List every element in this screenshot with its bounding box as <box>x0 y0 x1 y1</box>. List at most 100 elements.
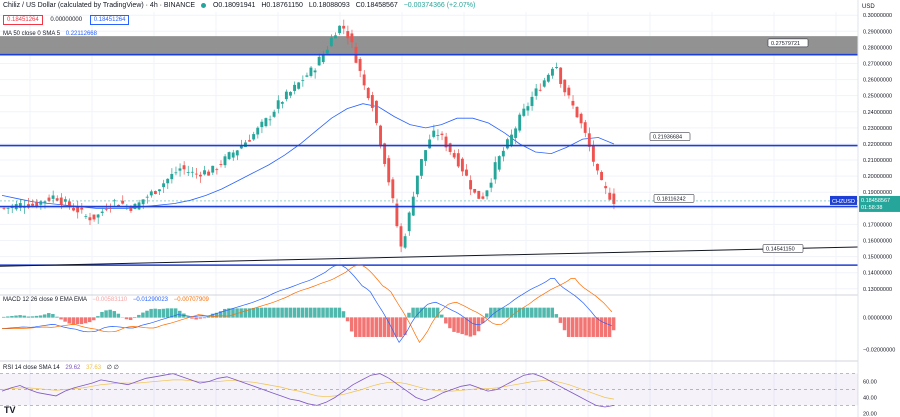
candle-body <box>198 174 202 177</box>
sma-legend[interactable]: MA 50 close 0 SMA 5 0.22112668 <box>3 31 97 37</box>
candle-body <box>170 174 174 180</box>
candle-body <box>272 111 276 117</box>
candle-body <box>203 170 206 175</box>
candle-body <box>117 204 121 207</box>
rsi-tick-label: 60.00 <box>863 380 877 386</box>
sma-legend-value: 0.22112668 <box>65 31 97 37</box>
candle-body <box>293 84 297 91</box>
candle-body <box>407 212 411 232</box>
macd-hist-bar <box>382 317 387 337</box>
macd-hist-bar <box>399 317 403 337</box>
candle-body <box>190 171 194 173</box>
macd-hist-bar <box>231 308 235 318</box>
macd-hist-bar <box>116 313 121 318</box>
candle-body <box>600 171 604 181</box>
macd-hist-bar <box>489 307 493 318</box>
macd-legend[interactable]: MACD 12 26 close 9 EMA EMA −0.00583110 −… <box>3 297 209 303</box>
rsi-line <box>1 373 615 408</box>
candle-body <box>96 214 100 218</box>
candle-body <box>383 143 387 164</box>
candle-body <box>43 201 47 203</box>
last-price-box <box>859 195 900 212</box>
candle-body <box>387 158 391 183</box>
candle-body <box>460 158 464 172</box>
candle-body <box>440 133 444 135</box>
candle-body <box>100 211 104 213</box>
candle-body <box>158 189 161 192</box>
candle-body <box>239 145 243 149</box>
candle-body <box>542 80 546 87</box>
trendline[interactable] <box>0 246 859 267</box>
macd-hist-bar <box>6 316 10 318</box>
candle-body <box>501 150 505 157</box>
candle-body <box>473 189 477 193</box>
macd-hist-bar <box>276 307 280 318</box>
rsi-tick-label: 40.00 <box>863 395 877 401</box>
price-label-text: 0.21936684 <box>653 135 682 141</box>
macd-hist-bar <box>83 317 88 324</box>
candle-body <box>321 53 325 63</box>
rsi-legend[interactable]: RSI 14 close SMA 14 29.62 37.63 ∅ ∅ <box>3 364 119 371</box>
candle-body <box>67 201 71 207</box>
price-tick-label: 0.21000000 <box>863 158 892 164</box>
macd-hist-bar <box>562 317 567 331</box>
candle-body <box>534 88 538 96</box>
macd-hist-bar <box>546 307 550 318</box>
candle-body <box>452 153 456 158</box>
candle-body <box>252 134 256 140</box>
macd-hist-bar <box>100 311 104 318</box>
macd-hist-bar <box>599 317 604 337</box>
trendline-line <box>0 246 859 267</box>
candle-body <box>571 100 575 106</box>
macd-hist-bar <box>583 317 587 337</box>
candle-body <box>309 67 313 76</box>
macd-hist-bar <box>263 307 268 318</box>
candle-body <box>538 89 542 91</box>
macd-hist-bar <box>550 307 554 318</box>
tradingview-logo[interactable]: TV <box>4 405 16 415</box>
sell-button[interactable]: 0.18451264 <box>3 15 43 25</box>
candle-body <box>428 139 432 149</box>
macd-hist-bar <box>501 307 505 318</box>
candle-body <box>244 142 247 147</box>
price-tick-label: 0.20000000 <box>863 174 892 180</box>
macd-hist-bar <box>38 315 43 318</box>
candle-body <box>113 200 116 202</box>
price-tick-label: 0.15000000 <box>863 255 892 261</box>
candle-body <box>227 152 231 160</box>
candle-body <box>194 173 198 175</box>
last-price-text: 0.18458567 <box>861 198 890 204</box>
macd-hist-bar <box>22 315 26 318</box>
macd-hist-bar <box>595 317 600 337</box>
resistance-zone-rect <box>0 36 858 55</box>
candle-body <box>567 87 571 96</box>
candle-body <box>420 159 423 176</box>
candle-body <box>374 100 378 124</box>
macd-hist-bar <box>530 307 534 318</box>
buy-button[interactable]: 0.18451264 <box>89 15 130 25</box>
candle-body <box>436 135 440 136</box>
price-tick-label: 0.28000000 <box>863 45 892 51</box>
macd-hist-bar <box>558 317 563 323</box>
macd-hist-bar <box>460 317 464 335</box>
price-tick-label: 0.26000000 <box>863 78 892 84</box>
macd-hist-bar <box>456 317 460 333</box>
macd-line-value: −0.01290023 <box>132 297 169 303</box>
macd-hist-bar <box>194 317 198 320</box>
macd-hist-bar <box>480 317 485 324</box>
macd-hist-bar <box>329 307 333 318</box>
candle-body <box>415 175 419 195</box>
macd-hist-bar <box>366 317 370 337</box>
macd-hist-bar <box>92 317 96 321</box>
macd-tick-label: 0.00000000 <box>863 315 892 321</box>
price-tick-label: 0.17000000 <box>863 222 892 228</box>
candle-body <box>505 139 509 149</box>
candle-body <box>612 193 616 204</box>
macd-hist-bar <box>472 317 477 336</box>
macd-hist-bar <box>517 307 522 318</box>
candle-body <box>358 58 362 71</box>
candle-body <box>575 106 579 118</box>
macd-hist-bar <box>255 307 260 318</box>
